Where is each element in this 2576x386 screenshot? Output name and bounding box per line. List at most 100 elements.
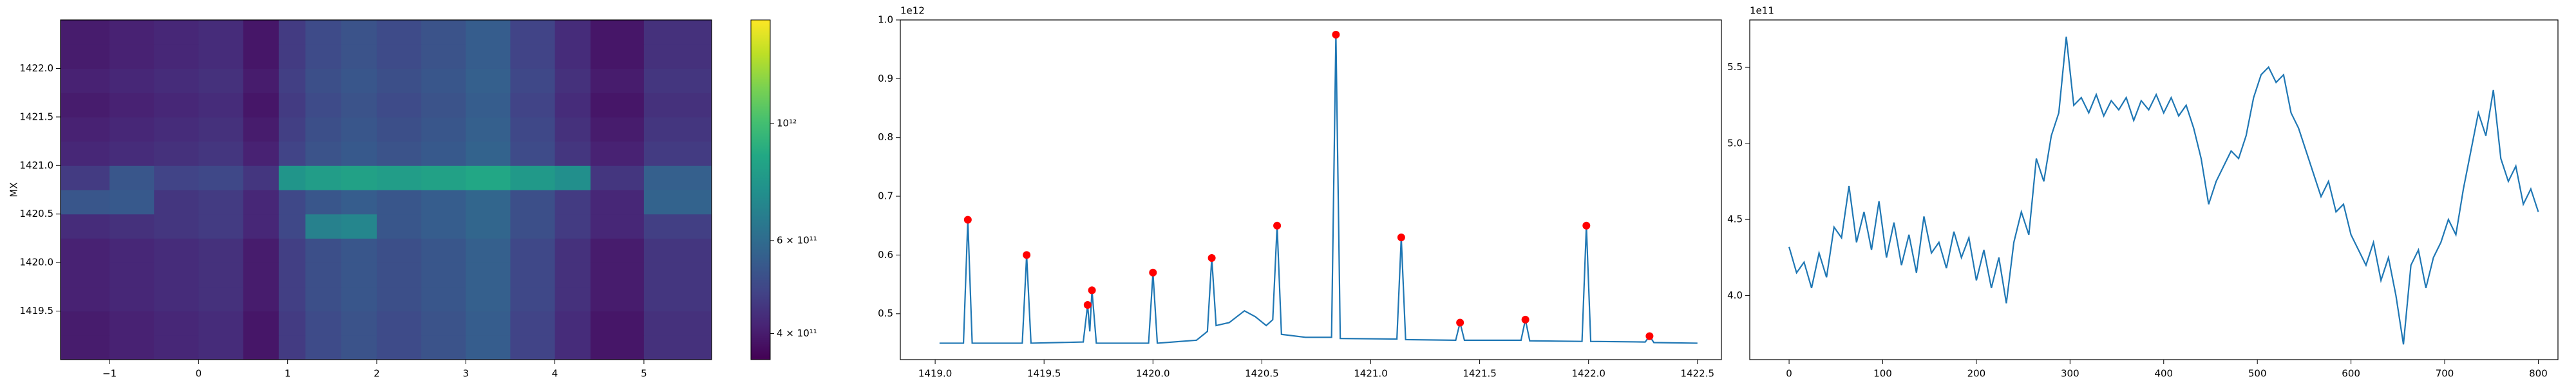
heatmap-cell	[554, 262, 591, 288]
heatmap-cell	[466, 335, 511, 360]
heatmap-cell	[305, 20, 342, 45]
heatmap-cell	[61, 116, 110, 142]
heatmap-cell	[421, 262, 466, 288]
heatmap-cell	[643, 286, 712, 312]
y-tick-label: 1.0	[878, 14, 893, 26]
heatmap-cell	[590, 93, 645, 118]
y-tick-label: 1422.0	[20, 62, 54, 74]
heatmap-cell	[243, 238, 279, 263]
heatmap-cell	[305, 286, 342, 312]
heatmap-cell	[278, 262, 306, 288]
heatmap-cell	[466, 238, 511, 263]
plot-area	[939, 34, 1698, 344]
heatmap-cell	[376, 335, 422, 360]
x-tick-label: 600	[2342, 368, 2360, 380]
heatmap-cell	[466, 116, 511, 142]
peak-marker	[1645, 332, 1654, 340]
heatmap-cell	[278, 190, 306, 215]
heatmap-cell	[154, 262, 199, 288]
heatmap-cell	[305, 93, 342, 118]
heatmap-cell	[109, 141, 155, 166]
heatmap-cell	[376, 93, 422, 118]
y-tick-label: 1421.0	[20, 160, 54, 171]
heatmap-cell	[421, 165, 466, 190]
heatmap-cell	[109, 20, 155, 45]
heatmap-cell	[421, 335, 466, 360]
heatmap-cell	[61, 68, 110, 93]
heatmap-cell	[466, 311, 511, 336]
heatmap-cell	[554, 311, 591, 336]
colorbar-tick-label: 4 × 10¹¹	[777, 327, 817, 339]
heatmap-cell	[643, 116, 712, 142]
heatmap-cell	[590, 214, 645, 239]
heatmap-cell	[341, 214, 377, 239]
heatmap-cell	[109, 44, 155, 69]
heatmap-cell	[305, 68, 342, 93]
heatmap-cell	[154, 214, 199, 239]
peak-marker	[1397, 233, 1405, 241]
x-tick-label: 2	[374, 368, 380, 380]
heatmap-cell	[61, 141, 110, 166]
heatmap-cell	[510, 214, 556, 239]
heatmap-cell	[278, 311, 306, 336]
heatmap-cell	[305, 238, 342, 263]
y-tick-label: 0.8	[878, 131, 893, 143]
heatmap-cell	[466, 190, 511, 215]
y-tick-label: 5.0	[1727, 137, 1743, 149]
heatmap-cell	[554, 165, 591, 190]
x-tick-label: 1419.5	[1027, 368, 1061, 380]
heatmap-cell	[466, 286, 511, 312]
heatmap-cell	[466, 68, 511, 93]
x-tick-label: 1422.0	[1571, 368, 1605, 380]
heatmap-cell	[61, 238, 110, 263]
heatmap-cell	[510, 262, 556, 288]
heatmap-cell	[590, 335, 645, 360]
heatmap-cell	[198, 165, 244, 190]
heatmap-cell	[243, 68, 279, 93]
heatmap-cell	[341, 20, 377, 45]
heatmap-cell	[554, 335, 591, 360]
heatmap-cell	[510, 335, 556, 360]
heatmap-cell	[341, 141, 377, 166]
heatmap-cell	[376, 190, 422, 215]
heatmap-cell	[61, 44, 110, 69]
y-axis-label: MX	[8, 182, 20, 197]
heatmap-cell	[61, 20, 110, 45]
heatmap-cell	[154, 238, 199, 263]
heatmap-cell	[376, 20, 422, 45]
heatmap-cell	[590, 286, 645, 312]
heatmap-cell	[61, 262, 110, 288]
heatmap-cell	[510, 20, 556, 45]
axes-frame	[60, 19, 712, 360]
heatmap-cell	[590, 311, 645, 336]
heatmap-cell	[590, 44, 645, 69]
heatmap-cell	[554, 68, 591, 93]
y-tick-label: 0.6	[878, 249, 893, 261]
y-tick-label: 0.9	[878, 73, 893, 84]
panel: 1e11 0 100 200 300 400 500 600 700 800 4.0 4.5 5.0 5.…	[1727, 5, 2559, 380]
heatmap-cell	[341, 311, 377, 336]
x-tick-label: 300	[2061, 368, 2079, 380]
heatmap-cell	[421, 44, 466, 69]
heatmap-cell	[278, 286, 306, 312]
heatmap-cell	[643, 20, 712, 45]
heatmap-cell	[278, 165, 306, 190]
heatmap-cell	[198, 238, 244, 263]
heatmap-cell	[341, 262, 377, 288]
peak-marker	[1456, 318, 1464, 327]
x-tick-label: 1	[285, 368, 291, 380]
heatmap-cell	[243, 262, 279, 288]
peak-marker	[1582, 221, 1591, 230]
x-tick-label: 400	[2154, 368, 2173, 380]
heatmap-cell	[376, 44, 422, 69]
heatmap-cell	[376, 262, 422, 288]
heatmap-cell	[376, 311, 422, 336]
heatmap-cell	[466, 93, 511, 118]
heatmap-cell	[154, 93, 199, 118]
y-tick-label: 4.5	[1727, 214, 1743, 225]
heatmap-cell	[154, 190, 199, 215]
heatmap-cell	[341, 190, 377, 215]
colorbar-tick-label: 10¹²	[777, 117, 797, 129]
peak-marker	[1273, 221, 1282, 230]
heatmap-cell	[198, 262, 244, 288]
